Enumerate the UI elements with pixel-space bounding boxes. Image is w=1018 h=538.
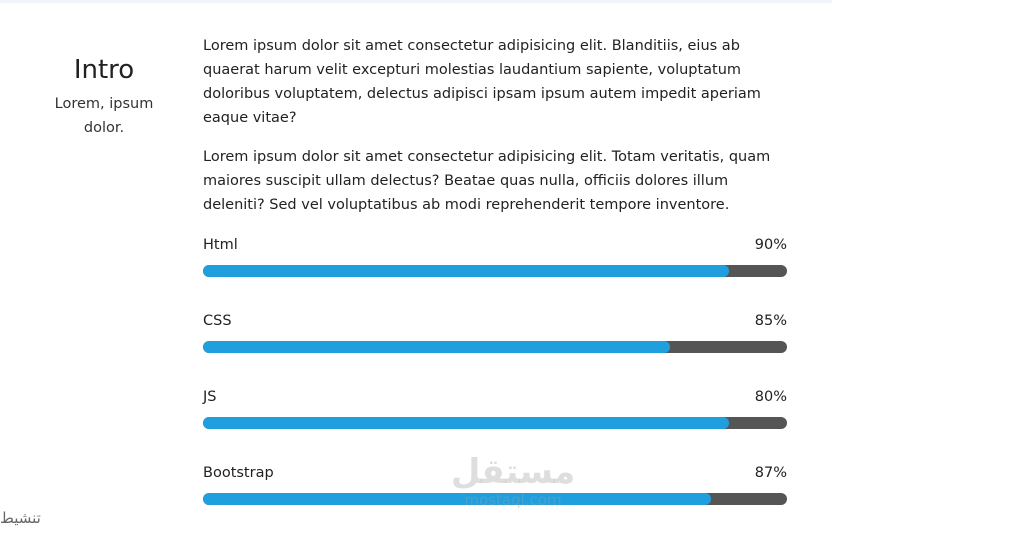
skill-bootstrap: Bootstrap 87% (203, 462, 787, 538)
progress-fill (203, 417, 729, 429)
paragraph-2: Lorem ipsum dolor sit amet consectetur a… (203, 149, 771, 213)
progress-track (203, 341, 787, 353)
skill-name: JS (203, 389, 217, 405)
progress-track (203, 493, 787, 505)
skills-list: Html 90% CSS 85% JS 80% Bootstrap 87% (203, 234, 787, 538)
skill-name: Html (203, 237, 238, 253)
skill-js: JS 80% (203, 386, 787, 462)
progress-track (203, 417, 787, 429)
intro-section: Intro Lorem, ipsum dolor. (40, 52, 168, 140)
skill-percent: 87% (754, 465, 787, 481)
progress-fill (203, 493, 712, 505)
top-divider (0, 0, 832, 3)
skill-name: Bootstrap (203, 465, 274, 481)
intro-content: Lorem ipsum dolor sit amet consectetur a… (203, 34, 793, 232)
skill-percent: 80% (754, 389, 787, 405)
progress-track (203, 265, 787, 277)
skill-html: Html 90% (203, 234, 787, 310)
intro-title: Intro (73, 55, 135, 85)
progress-fill (203, 265, 729, 277)
progress-fill (203, 341, 671, 353)
skill-name: CSS (203, 313, 232, 329)
skill-css: CSS 85% (203, 310, 787, 386)
paragraph-1: Lorem ipsum dolor sit amet consectetur a… (203, 38, 761, 126)
skill-percent: 85% (754, 313, 787, 329)
activation-notice: تنشيط (0, 509, 41, 527)
intro-subtitle: Lorem, ipsum dolor. (54, 96, 154, 136)
skill-percent: 90% (754, 237, 787, 253)
